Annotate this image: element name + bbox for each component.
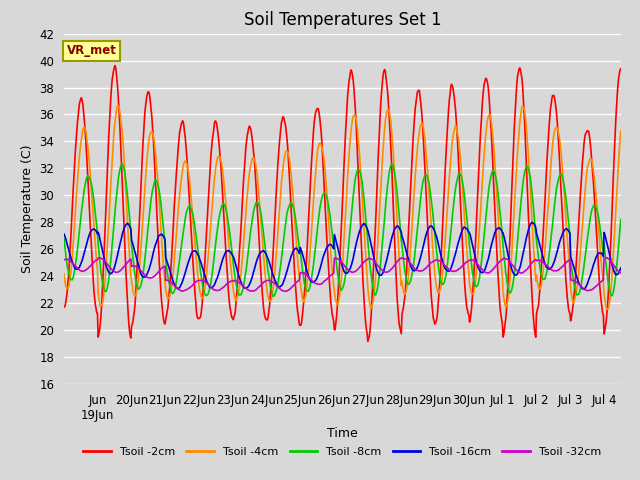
X-axis label: Time: Time (327, 427, 358, 440)
Text: VR_met: VR_met (67, 44, 116, 57)
Title: Soil Temperatures Set 1: Soil Temperatures Set 1 (244, 11, 441, 29)
Legend: Tsoil -2cm, Tsoil -4cm, Tsoil -8cm, Tsoil -16cm, Tsoil -32cm: Tsoil -2cm, Tsoil -4cm, Tsoil -8cm, Tsoi… (79, 442, 606, 461)
Y-axis label: Soil Temperature (C): Soil Temperature (C) (20, 144, 34, 273)
